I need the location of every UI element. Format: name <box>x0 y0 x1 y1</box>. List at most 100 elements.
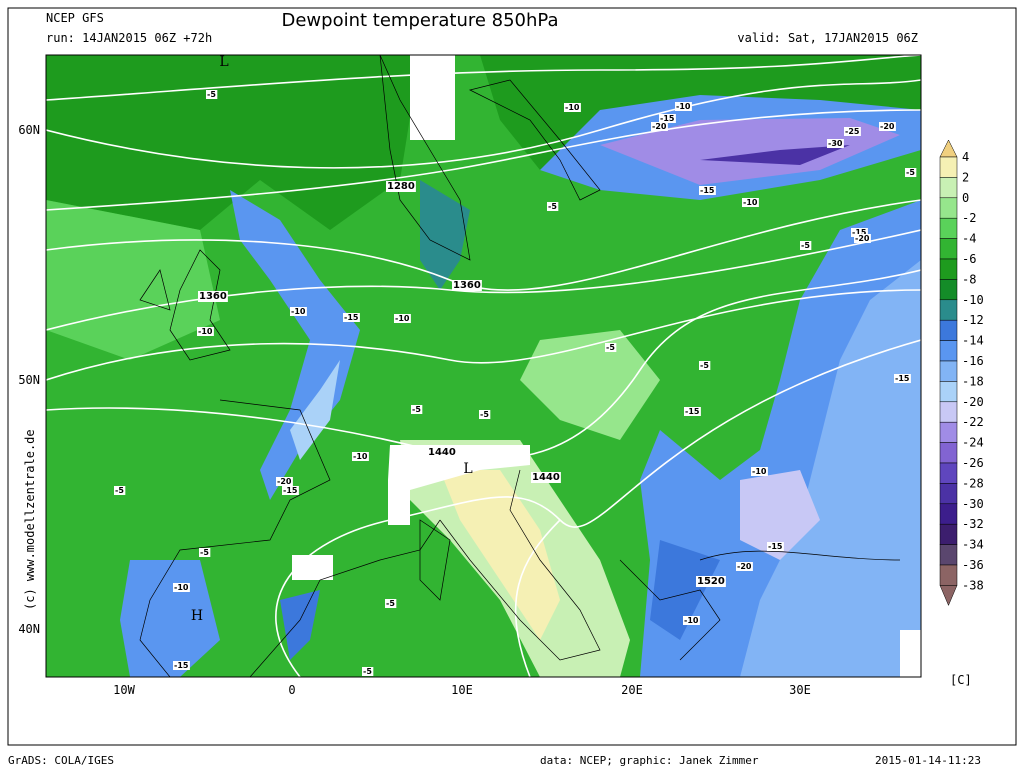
colorbar-label: -18 <box>962 374 984 388</box>
colorbar-swatch <box>939 319 958 341</box>
label-box <box>385 599 397 608</box>
label-box <box>386 181 416 192</box>
unit: [C] <box>950 673 972 687</box>
contour-label: -10 <box>174 583 189 592</box>
colorbar-swatch <box>939 381 958 403</box>
label-box <box>684 407 701 416</box>
colorbar: 4 2 0 -2 -4 -6 -8 -10 -12 -14 -16 -18 -20 -22 -24 -26 -2… <box>939 139 984 607</box>
label-box <box>675 102 692 111</box>
colorbar-swatch <box>939 544 958 566</box>
label-box <box>844 127 861 136</box>
colorbar-swatch <box>939 177 958 199</box>
label-box <box>531 472 561 483</box>
label-box <box>827 139 844 148</box>
contour-label: -5 <box>801 241 810 250</box>
colorbar-label: -26 <box>962 456 984 470</box>
footer-center: data: NCEP; graphic: Janek Zimmer <box>540 754 759 767</box>
colorbar-swatch <box>939 462 958 484</box>
label-box <box>206 90 218 99</box>
valid: valid: Sat, 17JAN2015 06Z <box>737 31 918 45</box>
contour-label: -5 <box>906 168 915 177</box>
height-label: 1360 <box>199 291 227 302</box>
contour-label: -15 <box>768 542 783 551</box>
height-label: 1440 <box>428 447 456 458</box>
colorbar-end <box>939 139 958 158</box>
contour-label: -15 <box>344 313 359 322</box>
frame <box>7 7 1017 746</box>
contour-label: -20 <box>880 122 895 131</box>
label-box <box>547 202 559 211</box>
label-box <box>699 361 711 370</box>
colorbar-label: -20 <box>962 395 984 409</box>
colorbar-label: -38 <box>962 578 984 592</box>
label-box <box>564 103 581 112</box>
label-box <box>394 314 411 323</box>
footer-left: GrADS: COLA/IGES <box>8 754 114 767</box>
colorbar-swatch <box>939 503 958 525</box>
label-box <box>427 447 457 458</box>
colorbar-swatch <box>939 483 958 505</box>
label-box <box>276 477 293 486</box>
label-box <box>173 583 190 592</box>
contour-label: -20 <box>277 477 292 486</box>
label-box <box>879 122 896 131</box>
colorbar-label: -14 <box>962 334 984 348</box>
contour-label: -15 <box>852 228 867 237</box>
colorbar-label: -32 <box>962 517 984 531</box>
label-box <box>751 467 768 476</box>
contour-label: -5 <box>480 410 489 419</box>
colorbar-label: -8 <box>962 272 976 286</box>
colorbar-swatch <box>939 340 958 362</box>
map <box>46 55 921 677</box>
contour-label: -10 <box>565 103 580 112</box>
contour-label: -5 <box>363 667 372 676</box>
height-label: 1360 <box>453 280 481 291</box>
label-box <box>851 228 868 237</box>
lon-label: 10W <box>113 683 135 697</box>
colorbar-label: -28 <box>962 476 984 490</box>
label-box <box>290 307 307 316</box>
colorbar-swatch <box>939 360 958 382</box>
contour-label: -5 <box>700 361 709 370</box>
label-box <box>800 241 812 250</box>
label-box <box>659 114 676 123</box>
lon-label: 0 <box>288 683 295 697</box>
contour-label: -5 <box>200 548 209 557</box>
contour-label: -20 <box>652 122 667 131</box>
pressure-label: L <box>219 54 228 70</box>
lon-label: 20E <box>621 683 643 697</box>
colorbar-label: -36 <box>962 558 984 572</box>
colorbar-label: -4 <box>962 232 976 246</box>
lon-label: 30E <box>789 683 811 697</box>
colorbar-end <box>939 585 958 607</box>
contour-label: -25 <box>845 127 860 136</box>
map-labels: L L H 1280 1360 1360 1440 1440 1520 -5 -… <box>114 54 917 676</box>
colorbar-label: 0 <box>962 191 969 205</box>
contour-label: -15 <box>895 374 910 383</box>
label-box <box>479 410 491 419</box>
title: Dewpoint temperature 850hPa <box>282 10 559 31</box>
contour-label: -30 <box>828 139 843 148</box>
colorbar-swatch <box>939 299 958 321</box>
contour-label: -15 <box>660 114 675 123</box>
contour-label: -10 <box>198 327 213 336</box>
colorbar-label: -10 <box>962 293 984 307</box>
contour-label: -15 <box>700 186 715 195</box>
label-box <box>905 168 917 177</box>
colorbar-swatch <box>939 156 958 178</box>
contour-label: -5 <box>548 202 557 211</box>
run: run: 14JAN2015 06Z +72h <box>46 31 212 45</box>
label-box <box>199 548 211 557</box>
contour-label: -15 <box>283 486 298 495</box>
contour-label: -15 <box>685 407 700 416</box>
contour-label: -20 <box>737 562 752 571</box>
lat-label: 40N <box>18 622 40 636</box>
label-box <box>894 374 911 383</box>
label-box <box>605 343 617 352</box>
side-text: (c) www.modellzentrale.de <box>23 429 37 610</box>
lat-label: 60N <box>18 123 40 137</box>
contour-label: -10 <box>684 616 699 625</box>
lon-label: 10E <box>451 683 473 697</box>
label-box <box>352 452 369 461</box>
label-box <box>282 486 299 495</box>
